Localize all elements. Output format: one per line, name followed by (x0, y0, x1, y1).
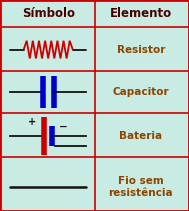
Text: Capacitor: Capacitor (112, 87, 169, 97)
Text: Símbolo: Símbolo (22, 7, 75, 20)
Text: Fio sem
resistência: Fio sem resistência (108, 176, 173, 198)
Text: Elemento: Elemento (110, 7, 172, 20)
Text: −: − (59, 122, 68, 132)
Text: Bateria: Bateria (119, 131, 162, 141)
Text: +: + (28, 117, 36, 127)
Text: Resistor: Resistor (117, 45, 165, 55)
